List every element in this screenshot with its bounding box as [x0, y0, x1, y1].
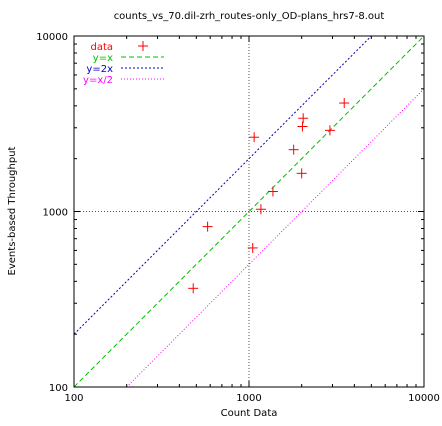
x-tick-label: 1000 — [236, 393, 261, 404]
x-axis-label: Count Data — [221, 408, 278, 419]
data-point — [298, 113, 309, 124]
data-point — [297, 121, 308, 132]
legend-label: y=x — [93, 53, 113, 64]
data-point — [188, 283, 199, 294]
series-line-y-x-2 — [126, 88, 425, 388]
data-point — [267, 186, 278, 197]
data-point — [247, 242, 258, 253]
axis-tick-labels: 100 1000 10000 100 1000 10000 — [36, 32, 440, 404]
reference-lines — [74, 36, 424, 387]
series-line-y-x — [73, 35, 425, 388]
x-tick-label: 100 — [64, 393, 83, 404]
series-line-y-2x — [73, 35, 372, 335]
axis-ticks — [73, 36, 424, 388]
data-point — [249, 132, 260, 143]
data-point — [324, 125, 335, 136]
legend-label: y=x/2 — [83, 75, 113, 86]
data-point — [339, 98, 350, 109]
data-points — [188, 98, 350, 294]
legend-label: data — [90, 42, 113, 53]
y-tick-label: 1000 — [43, 208, 68, 219]
chart-title: counts_vs_70.dil-zrh_routes-only_OD-plan… — [114, 11, 385, 22]
data-point — [288, 144, 299, 155]
y-tick-label: 100 — [49, 383, 68, 394]
data-point — [202, 221, 213, 232]
data-point — [255, 204, 266, 215]
x-tick-label: 10000 — [408, 393, 440, 404]
legend-label: y=2x — [86, 64, 113, 75]
y-axis-label: Events-based Throughput — [7, 146, 18, 275]
y-tick-label: 10000 — [36, 32, 68, 43]
diagonal-lines — [73, 35, 425, 388]
data-point — [296, 168, 307, 179]
